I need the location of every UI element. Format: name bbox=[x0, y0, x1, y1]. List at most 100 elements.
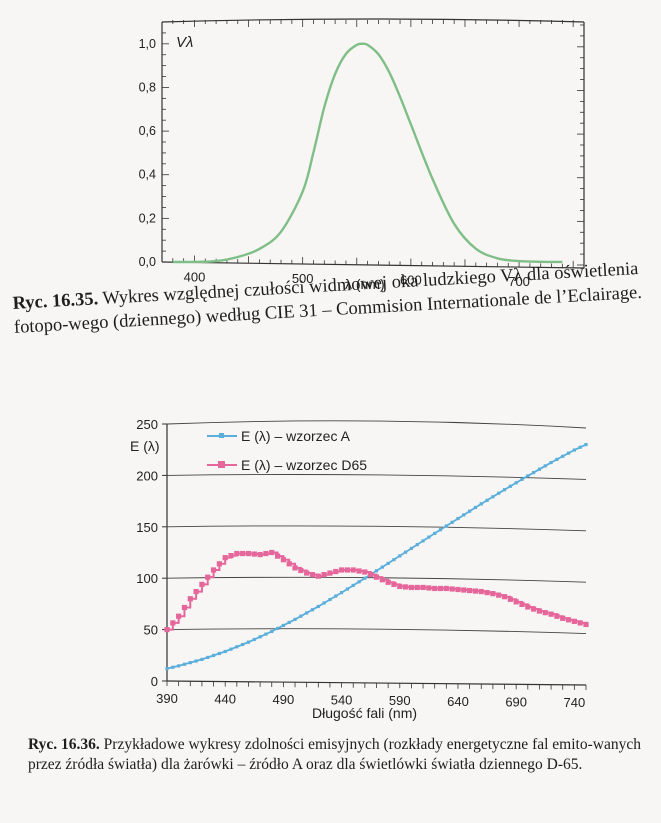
chart2-axes: 0 50 100 150 200 250 390 440 490 540 590 640 690 740 bbox=[136, 417, 587, 710]
series-a-point bbox=[427, 535, 431, 539]
v-lambda-curve bbox=[172, 42, 563, 264]
series-a-point bbox=[322, 601, 326, 605]
series-d65-point bbox=[333, 568, 339, 575]
chart2-gridline bbox=[166, 628, 587, 635]
series-a-point bbox=[555, 457, 559, 462]
series-a-point bbox=[363, 576, 367, 580]
series-a-point bbox=[392, 558, 396, 562]
series-a-point bbox=[252, 637, 256, 642]
legend-marker-d65 bbox=[218, 461, 225, 468]
series-a-point bbox=[229, 647, 233, 651]
series-a-point bbox=[241, 642, 245, 647]
series-d65-point bbox=[344, 567, 351, 573]
series-d65-point bbox=[309, 572, 316, 578]
series-d65-point bbox=[472, 588, 479, 594]
series-d65-point bbox=[548, 611, 554, 617]
series-d65-point bbox=[321, 572, 327, 578]
series-d65-point bbox=[536, 608, 543, 614]
legend-label-d65: E (λ) – wzorzec D65 bbox=[241, 457, 367, 473]
series-a-point bbox=[223, 649, 227, 654]
series-d65-point bbox=[373, 574, 380, 580]
series-a-point bbox=[328, 597, 332, 602]
series-d65-point bbox=[280, 557, 286, 563]
chart1-x-axis bbox=[161, 261, 585, 269]
series-a-point bbox=[316, 604, 320, 609]
series-a-point bbox=[206, 655, 210, 660]
series-d65-point bbox=[170, 620, 176, 626]
series-a-point bbox=[374, 569, 379, 573]
series-a-point bbox=[287, 620, 291, 625]
series-d65-point bbox=[432, 585, 438, 592]
series-a-point bbox=[345, 587, 350, 591]
series-d65-point bbox=[338, 567, 345, 573]
series-a-point bbox=[200, 657, 204, 662]
chart2-y-tick-label: 250 bbox=[136, 417, 158, 432]
chart2-y-label: E (λ) bbox=[130, 438, 160, 454]
series-a-point bbox=[380, 565, 384, 569]
series-d65-point bbox=[519, 601, 525, 608]
series-d65-point bbox=[263, 550, 269, 557]
series-d65-point bbox=[478, 588, 484, 595]
chart1-series bbox=[172, 42, 563, 264]
series-a-point bbox=[275, 626, 280, 631]
series-d65-point bbox=[240, 550, 246, 557]
chart2-x-tick-label: 540 bbox=[331, 693, 353, 708]
series-d65-point bbox=[245, 550, 252, 557]
series-d65-point bbox=[583, 621, 589, 628]
chart1-x-tick-label: 400 bbox=[184, 269, 206, 284]
series-a-point bbox=[468, 509, 472, 513]
series-d65-point bbox=[449, 586, 455, 592]
series-a-point bbox=[450, 520, 454, 524]
chart1-x-tick-label: 500 bbox=[292, 271, 314, 286]
chart2-gridline bbox=[166, 474, 587, 480]
series-d65-point bbox=[496, 592, 502, 598]
series-d65-point bbox=[437, 585, 444, 592]
series-d65-point bbox=[356, 568, 362, 574]
series-d65-point bbox=[507, 596, 513, 602]
series-a-point bbox=[217, 651, 221, 656]
chart1-y-label: Vλ bbox=[176, 34, 193, 51]
series-a-point bbox=[543, 464, 547, 468]
chart2-legend: E (λ) – wzorzec A E (λ) – wzorzec D65 bbox=[207, 428, 367, 473]
series-d65-point bbox=[455, 586, 461, 593]
series-d65-point bbox=[368, 572, 374, 578]
series-a-point bbox=[305, 611, 309, 615]
legend-marker-a bbox=[219, 433, 224, 438]
series-a-point bbox=[386, 561, 390, 565]
series-d65-point bbox=[210, 567, 217, 573]
chart2-y-tick-label: 100 bbox=[136, 571, 158, 586]
caption-label: Ryc. 16.35. bbox=[12, 289, 99, 314]
chart1-y-tick-label: 0,4 bbox=[139, 168, 156, 182]
series-a-point bbox=[310, 608, 315, 612]
caption-text: Przykładowe wykresy zdolności emisyjnych… bbox=[28, 736, 641, 773]
series-a-point bbox=[549, 460, 553, 465]
series-a-point bbox=[264, 632, 268, 636]
series-d65-point bbox=[362, 569, 368, 575]
series-a-point bbox=[351, 583, 355, 587]
series-a-point bbox=[514, 481, 518, 485]
series-d65-point bbox=[391, 581, 397, 587]
series-a-point bbox=[566, 451, 571, 455]
series-a-point bbox=[182, 662, 187, 666]
series-a-point bbox=[479, 502, 483, 506]
series-d65-point bbox=[525, 604, 531, 610]
chart2-gridline bbox=[166, 420, 587, 429]
chart1-x-label: λ (nm) bbox=[345, 276, 385, 292]
series-d65-point bbox=[571, 618, 577, 624]
series-a-point bbox=[578, 445, 582, 449]
series-a-point bbox=[177, 664, 181, 668]
series-d65-point bbox=[187, 596, 193, 602]
series-d65-point bbox=[292, 565, 298, 571]
series-a-point bbox=[502, 488, 507, 492]
series-d65-point bbox=[251, 551, 257, 557]
photopic-sensitivity-chart: 400 500 600 700 0,0 0,2 0,4 0,6 0,8 1,0 Vλ λ (nm) bbox=[139, 18, 585, 292]
series-d65-point bbox=[577, 620, 583, 626]
series-a-point bbox=[165, 667, 169, 671]
series-a-point bbox=[526, 474, 530, 478]
series-d65-point bbox=[490, 591, 496, 597]
series-a-point bbox=[572, 448, 576, 452]
chart2-x-tick-label: 390 bbox=[156, 691, 178, 706]
series-a-point bbox=[532, 470, 536, 475]
series-d65-point bbox=[414, 584, 420, 591]
